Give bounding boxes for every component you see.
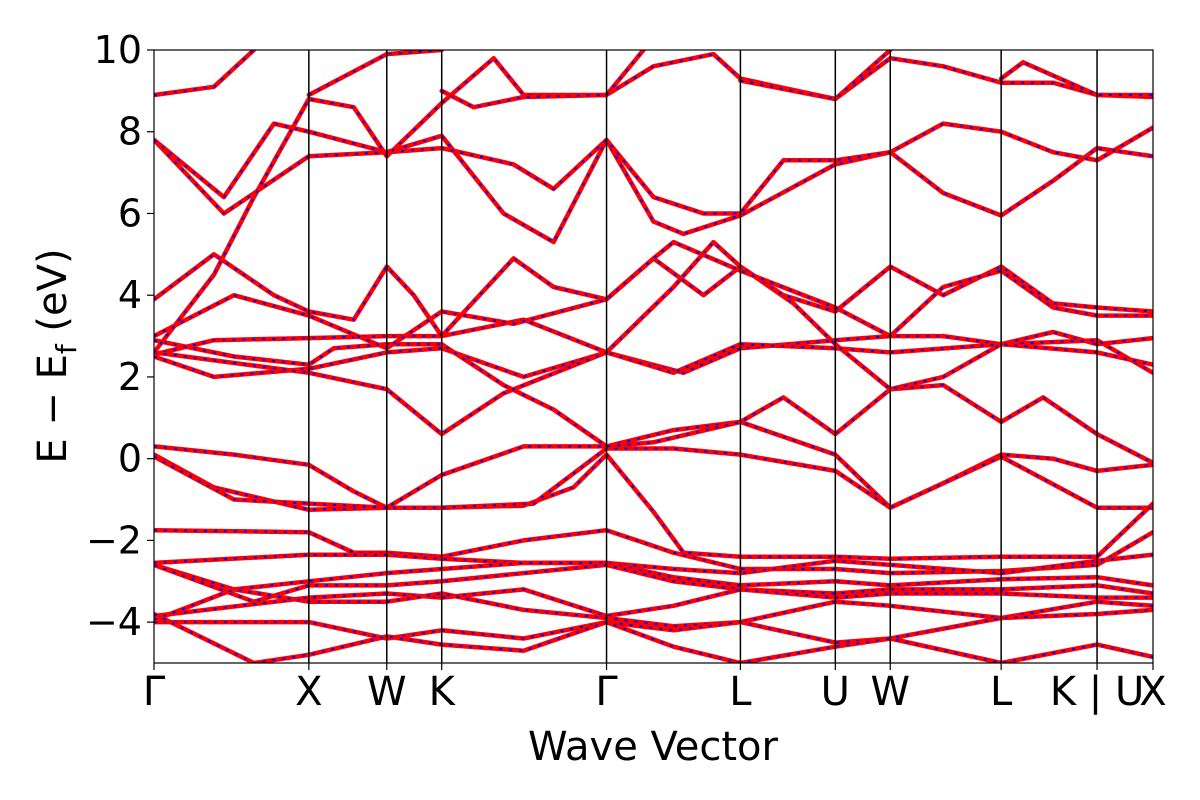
x-axis-label: Wave Vector (528, 724, 779, 770)
band-11-dashed-overlay (154, 613, 1153, 663)
kpoint-label-6: L (729, 669, 752, 715)
high-symmetry-lines (308, 50, 1098, 663)
band-17-line (154, 239, 1153, 351)
y-tick-label: 4 (118, 273, 142, 317)
kpoint-label-2: X (295, 669, 322, 715)
y-tick-label: 2 (118, 355, 142, 399)
band-18-line (154, 133, 1153, 245)
band-25-line (998, 60, 1153, 98)
band-6-dashed-overlay (154, 561, 1153, 591)
kpoint-label-8: W (870, 669, 910, 715)
band-19-dashed-overlay (154, 122, 1153, 215)
band-14-line (154, 337, 1153, 466)
band-3-dashed-overlay (154, 447, 1153, 509)
band-2-dashed-overlay (154, 420, 1153, 509)
band-24-dashed-overlay (740, 50, 891, 100)
band-19-line (154, 121, 1153, 216)
band-5-dashed-overlay (154, 553, 1153, 575)
band-22-line (306, 50, 444, 98)
y-tick-label: −2 (86, 518, 142, 562)
kpoint-label-5: Γ (595, 669, 618, 715)
y-axis-label-unit: (eV) (30, 248, 76, 344)
y-axis-label-main: E − E (30, 354, 76, 464)
y-axis-label-sub: f (50, 343, 83, 354)
kpoint-label-3: W (367, 669, 407, 715)
kpoint-label-10: K | U (1050, 669, 1144, 715)
band-1-line (154, 452, 1153, 562)
y-tick-label: 10 (94, 28, 142, 72)
plot-frame (153, 49, 1154, 664)
band-16-line (154, 252, 1153, 339)
band-12-dashed-overlay (154, 318, 1153, 374)
band-lines (154, 50, 1153, 663)
band-23-line (439, 50, 646, 110)
y-tick-label: 6 (118, 191, 142, 235)
band-7-dashed-overlay (154, 563, 1153, 603)
y-tick-label: 0 (118, 437, 142, 481)
kpoint-label-4: K (429, 669, 457, 715)
band-22-dashed-overlay (308, 50, 442, 96)
band-9-dashed-overlay (154, 588, 1153, 628)
band-15-dashed-overlay (154, 241, 1153, 436)
y-axis-label: E − Ef (eV) (30, 248, 83, 463)
y-tick-label: −4 (86, 600, 142, 644)
kpoint-label-1: Γ (143, 669, 166, 715)
kpoint-label-11: X (1139, 669, 1166, 715)
band-18-dashed-overlay (154, 134, 1153, 244)
y-axis-ticks: −4 −2 0 2 4 6 8 10 (86, 28, 154, 644)
kpoint-label-7: U (821, 669, 850, 715)
band-20-dashed-overlay (154, 53, 1153, 354)
band-13-dashed-overlay (154, 339, 1153, 378)
y-tick-label: 8 (118, 110, 142, 154)
kpoint-label-9: L (990, 669, 1013, 715)
band-21-dashed-overlay (154, 50, 255, 96)
